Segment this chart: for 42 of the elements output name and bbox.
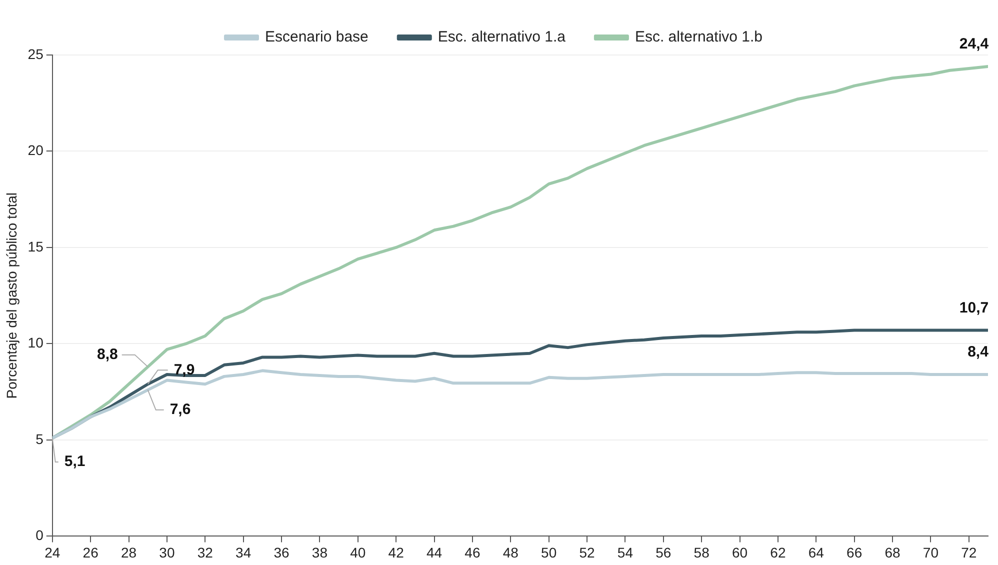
- x-tick-label: 66: [846, 544, 862, 560]
- y-tick-label: 25: [28, 46, 44, 62]
- x-tick-label: 70: [922, 544, 939, 560]
- x-tick-label: 38: [312, 544, 328, 560]
- x-tick-label: 46: [464, 544, 480, 560]
- x-tick-label: 60: [732, 544, 748, 560]
- annotation: 5,1: [64, 453, 86, 470]
- y-tick-label: 15: [28, 238, 44, 254]
- x-tick-label: 62: [770, 544, 786, 560]
- x-tick-label: 54: [617, 544, 634, 560]
- legend-label: Esc. alternativo 1.b: [634, 28, 763, 46]
- x-tick-label: 64: [808, 544, 824, 560]
- y-tick-label: 0: [36, 527, 44, 544]
- x-tick-label: 52: [579, 544, 596, 560]
- legend-label: Escenario base: [264, 28, 368, 46]
- annotation: 8,8: [96, 346, 118, 363]
- x-tick-label: 40: [350, 544, 366, 560]
- x-tick-label: 58: [694, 544, 710, 560]
- y-tick-label: 5: [36, 430, 44, 447]
- x-tick-label: 50: [541, 544, 557, 560]
- legend-label: Esc. alternativo 1.a: [438, 28, 566, 46]
- x-tick-label: 42: [388, 544, 404, 560]
- y-axis-title: Porcentaje del gasto público total: [3, 192, 20, 399]
- x-tick-label: 56: [656, 544, 672, 560]
- annotation: 7,6: [170, 401, 191, 418]
- x-tick-label: 34: [236, 544, 252, 560]
- x-tick-label: 28: [120, 544, 137, 560]
- x-tick-label: 30: [159, 544, 175, 560]
- x-tick-label: 32: [197, 544, 214, 560]
- y-tick-label: 10: [28, 334, 44, 351]
- y-tick-label: 20: [28, 142, 44, 158]
- x-tick-label: 48: [502, 544, 519, 560]
- x-tick-label: 36: [274, 544, 290, 560]
- x-tick-label: 72: [961, 544, 977, 560]
- x-tick-label: 24: [44, 544, 60, 560]
- x-tick-label: 26: [82, 544, 99, 560]
- annotation: 7,9: [174, 361, 195, 378]
- annotation: 8,4: [968, 344, 990, 361]
- x-tick-label: 68: [884, 544, 901, 560]
- x-tick-label: 44: [426, 544, 442, 560]
- annotation: 10,7: [959, 299, 989, 316]
- annotation: 24,4: [959, 36, 990, 53]
